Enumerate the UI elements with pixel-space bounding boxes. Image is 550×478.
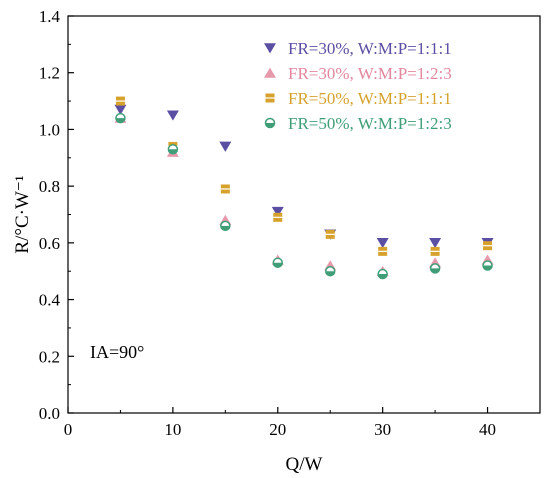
y-tick-label: 0.4 bbox=[39, 291, 61, 310]
x-tick-label: 40 bbox=[479, 420, 496, 439]
legend-label-1: FR=30%, W:M:P=1:1:1 bbox=[288, 39, 452, 58]
data-point-series-1 bbox=[166, 110, 179, 121]
data-point-series-1 bbox=[114, 104, 127, 115]
y-tick-label: 0.8 bbox=[39, 177, 60, 196]
data-point-series-4 bbox=[167, 144, 179, 155]
x-tick-label: 10 bbox=[164, 420, 181, 439]
data-point-series-1 bbox=[219, 141, 232, 152]
y-tick-label: 0.6 bbox=[39, 234, 60, 253]
data-point-series-4 bbox=[429, 263, 441, 274]
y-tick-label: 0.0 bbox=[39, 404, 60, 423]
x-tick-label: 30 bbox=[374, 420, 391, 439]
data-point-series-1 bbox=[429, 238, 442, 249]
legend-label-3: FR=50%, W:M:P=1:1:1 bbox=[288, 89, 452, 108]
y-tick-label: 1.0 bbox=[39, 120, 60, 139]
axis-ticks: 0 10 20 30 40 0.0 0.2 0.4 0.6 0.8 1.0 1.2 1.4 bbox=[39, 7, 496, 439]
data-point-series-4 bbox=[115, 112, 126, 124]
data-point-series-3 bbox=[220, 184, 230, 194]
legend-marker-1 bbox=[264, 43, 276, 54]
data-point-series-1 bbox=[271, 206, 284, 218]
y-tick-label: 0.2 bbox=[39, 347, 60, 366]
data-point-series-3 bbox=[115, 96, 125, 106]
data-point-series-1 bbox=[376, 238, 389, 249]
data-point-series-3 bbox=[483, 241, 493, 251]
y-axis-label: R/°C·W⁻¹ bbox=[12, 175, 33, 254]
legend-marker-4 bbox=[264, 117, 276, 129]
legend: FR=30%, W:M:P=1:1:1 FR=30%, W:M:P=1:2:3 FR… bbox=[264, 39, 452, 133]
legend-marker-3 bbox=[265, 93, 275, 103]
x-axis-label: Q/W bbox=[286, 454, 323, 475]
data-point-series-4 bbox=[324, 265, 336, 277]
data-point-series-4 bbox=[272, 257, 284, 268]
legend-label-4: FR=50%, W:M:P=1:2:3 bbox=[288, 114, 452, 133]
data-point-series-3 bbox=[325, 229, 335, 239]
data-point-series-4 bbox=[482, 260, 493, 271]
x-tick-label: 20 bbox=[269, 420, 286, 439]
y-tick-label: 1.2 bbox=[39, 64, 60, 83]
y-tick-label: 1.4 bbox=[39, 7, 61, 26]
data-point-series-4 bbox=[220, 220, 231, 232]
data-point-series-3 bbox=[430, 246, 440, 256]
x-tick-label: 0 bbox=[64, 420, 73, 439]
legend-label-2: FR=30%, W:M:P=1:2:3 bbox=[288, 64, 452, 83]
data-points bbox=[114, 96, 494, 280]
data-point-series-4 bbox=[377, 268, 388, 280]
legend-marker-2 bbox=[264, 67, 276, 78]
data-point-series-3 bbox=[378, 246, 388, 256]
data-point-series-3 bbox=[273, 212, 283, 222]
chart-annotation: IA=90° bbox=[90, 342, 144, 362]
